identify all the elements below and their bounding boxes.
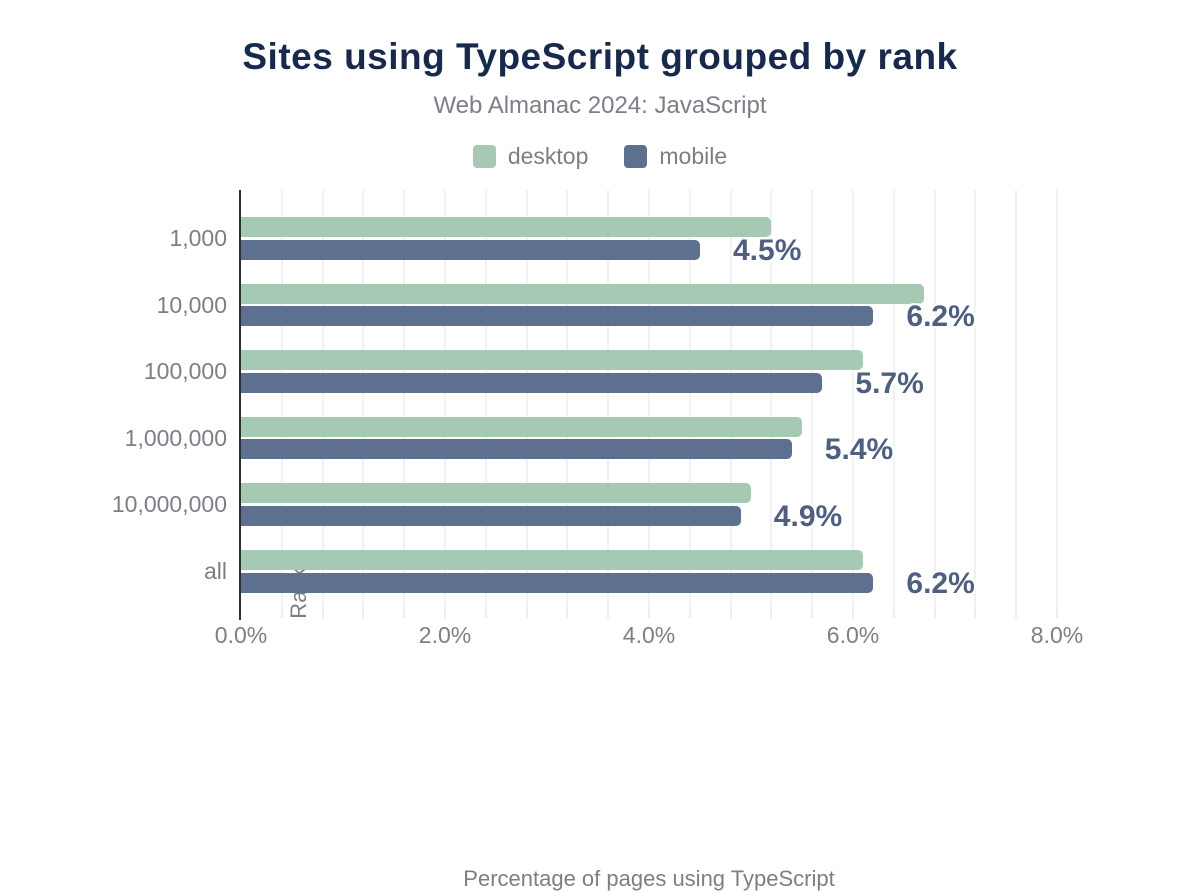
gridline <box>770 190 773 610</box>
bar-mobile[interactable] <box>241 572 874 593</box>
gridline <box>852 190 854 610</box>
data-label: 5.7% <box>855 366 924 400</box>
category-label: 10,000 <box>156 291 227 318</box>
minor-tick <box>933 610 936 618</box>
gridline <box>1015 190 1018 610</box>
gridline <box>403 190 406 610</box>
minor-tick <box>362 610 365 618</box>
minor-tick <box>892 610 895 618</box>
gridline <box>811 190 814 610</box>
bar-mobile[interactable] <box>241 439 792 460</box>
bar-mobile[interactable] <box>241 372 823 393</box>
minor-tick <box>403 610 406 618</box>
data-label: 5.4% <box>824 433 894 467</box>
bar-desktop[interactable] <box>241 217 772 237</box>
minor-tick <box>566 610 569 618</box>
x-axis-title: Percentage of pages using TypeScript <box>463 866 835 891</box>
gridline <box>1056 190 1058 610</box>
bar-desktop[interactable] <box>241 283 925 304</box>
bar-mobile[interactable] <box>241 505 741 526</box>
gridline <box>892 190 895 610</box>
x-tick-label: 2.0% <box>418 622 472 648</box>
bar-desktop[interactable] <box>241 416 802 437</box>
minor-tick <box>484 610 487 618</box>
gridline <box>729 190 732 610</box>
minor-tick <box>688 610 691 618</box>
category-label: 1,000 <box>169 225 227 251</box>
data-label: 4.9% <box>773 499 843 533</box>
gridline <box>280 190 283 610</box>
bar-mobile[interactable] <box>241 239 700 260</box>
y-axis-line <box>239 190 241 620</box>
gridline <box>484 190 487 610</box>
desktop-swatch-icon <box>472 145 496 168</box>
x-tick-label: 0.0% <box>214 622 268 648</box>
bar-desktop[interactable] <box>241 350 864 371</box>
minor-tick <box>607 610 610 618</box>
bar-desktop[interactable] <box>241 550 864 570</box>
plot-area: Rank Percentage of pages using TypeScrip… <box>112 190 1083 891</box>
minor-tick <box>852 610 854 618</box>
minor-tick <box>280 610 283 618</box>
gridline <box>444 190 446 610</box>
minor-tick <box>770 610 773 618</box>
legend-item-mobile[interactable]: mobile <box>624 143 727 170</box>
x-tick-label: 4.0% <box>622 622 676 648</box>
gridline <box>362 190 365 610</box>
legend-label-mobile: mobile <box>659 143 728 169</box>
gridline <box>648 190 650 610</box>
gridline <box>974 190 977 610</box>
gridline <box>933 190 936 610</box>
gridline <box>566 190 569 610</box>
category-label: 10,000,000 <box>111 491 227 518</box>
gridline <box>688 190 691 610</box>
minor-tick <box>321 610 324 618</box>
minor-tick <box>811 610 814 618</box>
category-label: 1,000,000 <box>124 424 227 451</box>
data-label: 6.2% <box>906 566 975 600</box>
chart-subtitle: Web Almanac 2024: JavaScript <box>433 92 767 119</box>
minor-tick <box>648 610 650 618</box>
gridline <box>607 190 610 610</box>
minor-tick <box>525 610 528 618</box>
minor-tick <box>974 610 977 618</box>
bar-mobile[interactable] <box>241 306 874 327</box>
x-tick-label: 6.0% <box>826 622 880 648</box>
gridline <box>321 190 324 610</box>
legend-item-desktop[interactable]: desktop <box>472 143 589 170</box>
minor-tick <box>444 610 446 618</box>
mobile-swatch-icon <box>624 145 648 168</box>
category-label: 100,000 <box>143 358 227 385</box>
legend: desktop mobile <box>0 143 1200 170</box>
data-label: 6.2% <box>906 300 975 334</box>
minor-tick <box>1015 610 1018 618</box>
minor-tick <box>729 610 732 618</box>
chart-title: Sites using TypeScript grouped by rank <box>242 36 958 77</box>
category-label: all <box>203 558 227 584</box>
legend-label-desktop: desktop <box>507 143 589 169</box>
gridline <box>525 190 528 610</box>
data-label: 4.5% <box>733 233 802 267</box>
bar-desktop[interactable] <box>241 483 751 504</box>
minor-tick <box>1056 610 1058 618</box>
x-tick-label: 8.0% <box>1030 622 1084 648</box>
